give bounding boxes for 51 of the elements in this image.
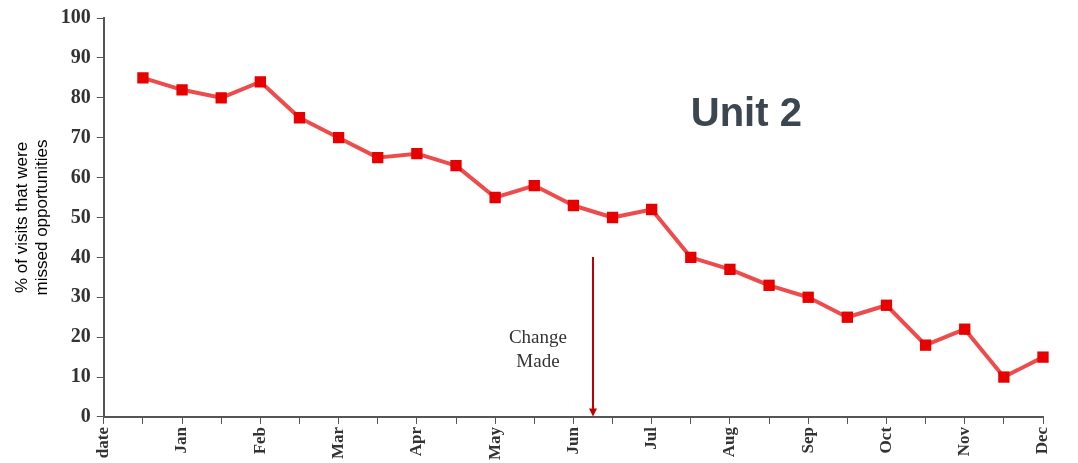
point	[959, 323, 971, 335]
x-tick-label: Aug	[719, 426, 739, 458]
x-tick-label: Mar	[327, 426, 347, 460]
y-tick-label: 20	[70, 324, 91, 347]
point	[1037, 351, 1049, 363]
point	[646, 203, 658, 216]
y-tick-label: 80	[70, 84, 91, 107]
point	[763, 279, 775, 291]
point	[254, 76, 266, 88]
x-tick-label: Jul	[641, 426, 661, 450]
x-tick-label: May	[484, 426, 504, 460]
y-axis-title: % of visits that were missed opportunities	[11, 139, 52, 296]
point	[411, 147, 423, 160]
point	[606, 211, 619, 224]
point	[880, 299, 893, 311]
point	[332, 132, 345, 144]
point	[450, 159, 462, 172]
y-tick-label: 50	[70, 204, 91, 227]
x-tick-label: Nov	[954, 426, 974, 457]
y-tick-label: 40	[70, 244, 91, 267]
x-tick-label: Jan	[171, 426, 191, 454]
point	[802, 291, 814, 303]
point	[293, 112, 306, 124]
point	[685, 251, 697, 264]
point	[528, 179, 540, 192]
point	[489, 191, 501, 204]
point	[998, 371, 1010, 383]
y-tick-label: 0	[80, 404, 91, 427]
x-tick-label: date	[93, 426, 113, 459]
point	[372, 151, 384, 164]
x-tick-label: Apr	[406, 426, 426, 457]
y-tick-label: 90	[70, 45, 91, 68]
x-tick-label: Dec	[1032, 426, 1052, 455]
y-tick-label: 10	[70, 364, 91, 387]
y-tick-label: 70	[70, 124, 91, 147]
x-tick-label: Jun	[562, 426, 582, 455]
point	[841, 311, 853, 323]
point	[176, 84, 188, 96]
point	[567, 199, 580, 212]
x-tick-label: Sep	[797, 426, 817, 454]
text: Unit 2	[690, 89, 802, 135]
point	[215, 92, 227, 104]
y-tick-label: 30	[70, 284, 91, 307]
annotation: Change Made	[507, 325, 568, 374]
point	[724, 263, 736, 275]
x-tick-label: Oct	[875, 426, 895, 454]
y-tick-label: 60	[70, 164, 91, 187]
point	[137, 72, 149, 84]
y-tick-label: 100	[60, 5, 91, 28]
point	[919, 339, 932, 351]
x-tick-label: Feb	[249, 426, 269, 455]
